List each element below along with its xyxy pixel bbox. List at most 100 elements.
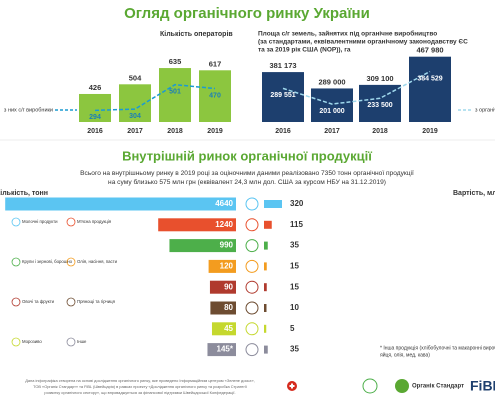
value-label: 320 [290,199,304,208]
value-label: 115 [290,220,303,229]
point-label: 304 [129,113,141,120]
category-label: М'ясна продукція [77,219,112,224]
value-label: 15 [290,282,299,291]
bar-label: 80 [224,303,233,312]
bar [79,93,111,122]
icon [245,218,259,232]
point-label: 294 [89,114,101,121]
chart-title: та за 2019 рік США (NOP)), га [258,46,351,54]
category-icon [11,257,21,267]
point-label: 233 500 [367,102,392,109]
point-label: 470 [209,92,221,99]
category-icon [11,217,21,227]
value-label: 35 [290,241,299,250]
category-icon [66,217,76,227]
legend-label: з органічним статусом [475,107,495,113]
logo-text: Органік Стандарт [412,384,464,390]
green-dossier-logo [362,378,378,394]
bar-label: 289 000 [318,77,345,86]
value-bar [264,220,272,229]
value-bar [264,345,268,354]
section-title: Внутрішній ринок органічної продукції [122,148,372,163]
x-tick-label: 2019 [422,128,438,135]
line [282,70,431,105]
bar [208,259,236,273]
section-text: Всього на внутрішньому ринку в 2019 році… [80,169,414,177]
value-bar [264,200,282,208]
bar-label: 504 [129,73,142,82]
icon [245,239,259,253]
footer-text: розвитку органічного сектору», що впрова… [44,390,235,395]
icon [245,343,259,357]
bar-label: 426 [89,83,102,92]
bar [262,72,304,122]
category-label: Морозиво [22,339,42,344]
icon [245,259,259,273]
bar-label: 990 [220,241,234,250]
line [94,83,216,112]
swiss-cross [291,383,293,389]
category-label: Інше [77,339,87,344]
bar-label: 617 [209,59,222,68]
value-bar [264,241,268,250]
category-label: Молочні продукти [22,219,58,224]
bar-label: 1240 [215,220,233,229]
category-icon [66,257,76,267]
point-label: 201 000 [319,108,344,115]
bar [409,56,451,123]
x-tick-label: 2016 [87,128,103,135]
bar-label: 635 [169,57,182,66]
footer-text: ТОВ «Органік Стандарт» та FiBL (Швейцарі… [33,384,248,389]
bar [159,68,191,122]
value-bar [264,324,267,333]
bar [119,84,151,122]
bar [199,70,231,122]
category-icon [66,337,76,347]
x-tick-label: 2019 [207,128,223,135]
bar-label: 4640 [215,199,233,208]
icon [245,322,259,336]
category-icon [11,337,21,347]
bar-label: 45 [224,324,233,333]
chart-title: (за стандартами, еквівалентними органічн… [258,38,468,46]
bar-label: 309 100 [366,74,393,83]
bar [311,88,353,122]
category-label: Прянощі та гірчиця [77,299,116,304]
point-label: 289 551 [270,92,295,99]
bar [5,197,237,211]
category-label: Овочі та фрукти [22,299,55,304]
bar [211,322,236,336]
chart-title: Кількість операторів [160,30,233,38]
bar [207,343,236,357]
x-tick-label: 2016 [275,128,291,135]
logo-text: FiBL [470,378,495,394]
category-label: Олія, насіння, пасти [77,259,118,264]
value-bar [264,262,267,271]
axis-label: Вартість, млн грн [453,189,495,197]
x-tick-label: 2018 [372,128,388,135]
value-label: 35 [290,345,299,354]
bar-label: 90 [224,282,233,291]
footnote: яйця, олія, мед, кава) [380,351,430,358]
value-bar [264,283,267,292]
chart-title: Площа с/г земель, зайнятих під органічне… [258,30,437,38]
icon [245,280,259,294]
bar-label: 120 [220,262,234,271]
bar-label: 381 173 [269,61,296,70]
category-label: Крупи і зернові, борошно [22,259,73,264]
axis-label: Кількість, тонн [0,189,48,197]
value-label: 15 [290,262,299,271]
bar-label: 467 980 [416,46,443,55]
bar [210,301,236,315]
organic-standard-logo [395,379,409,393]
point-label: 501 [169,89,181,96]
value-bar [264,304,267,312]
icon [245,301,259,315]
bar-label: 145* [217,345,234,354]
icon [245,197,259,211]
bar [158,218,236,232]
bar [169,239,236,253]
page-title: Огляд органічного ринку України [124,5,370,22]
